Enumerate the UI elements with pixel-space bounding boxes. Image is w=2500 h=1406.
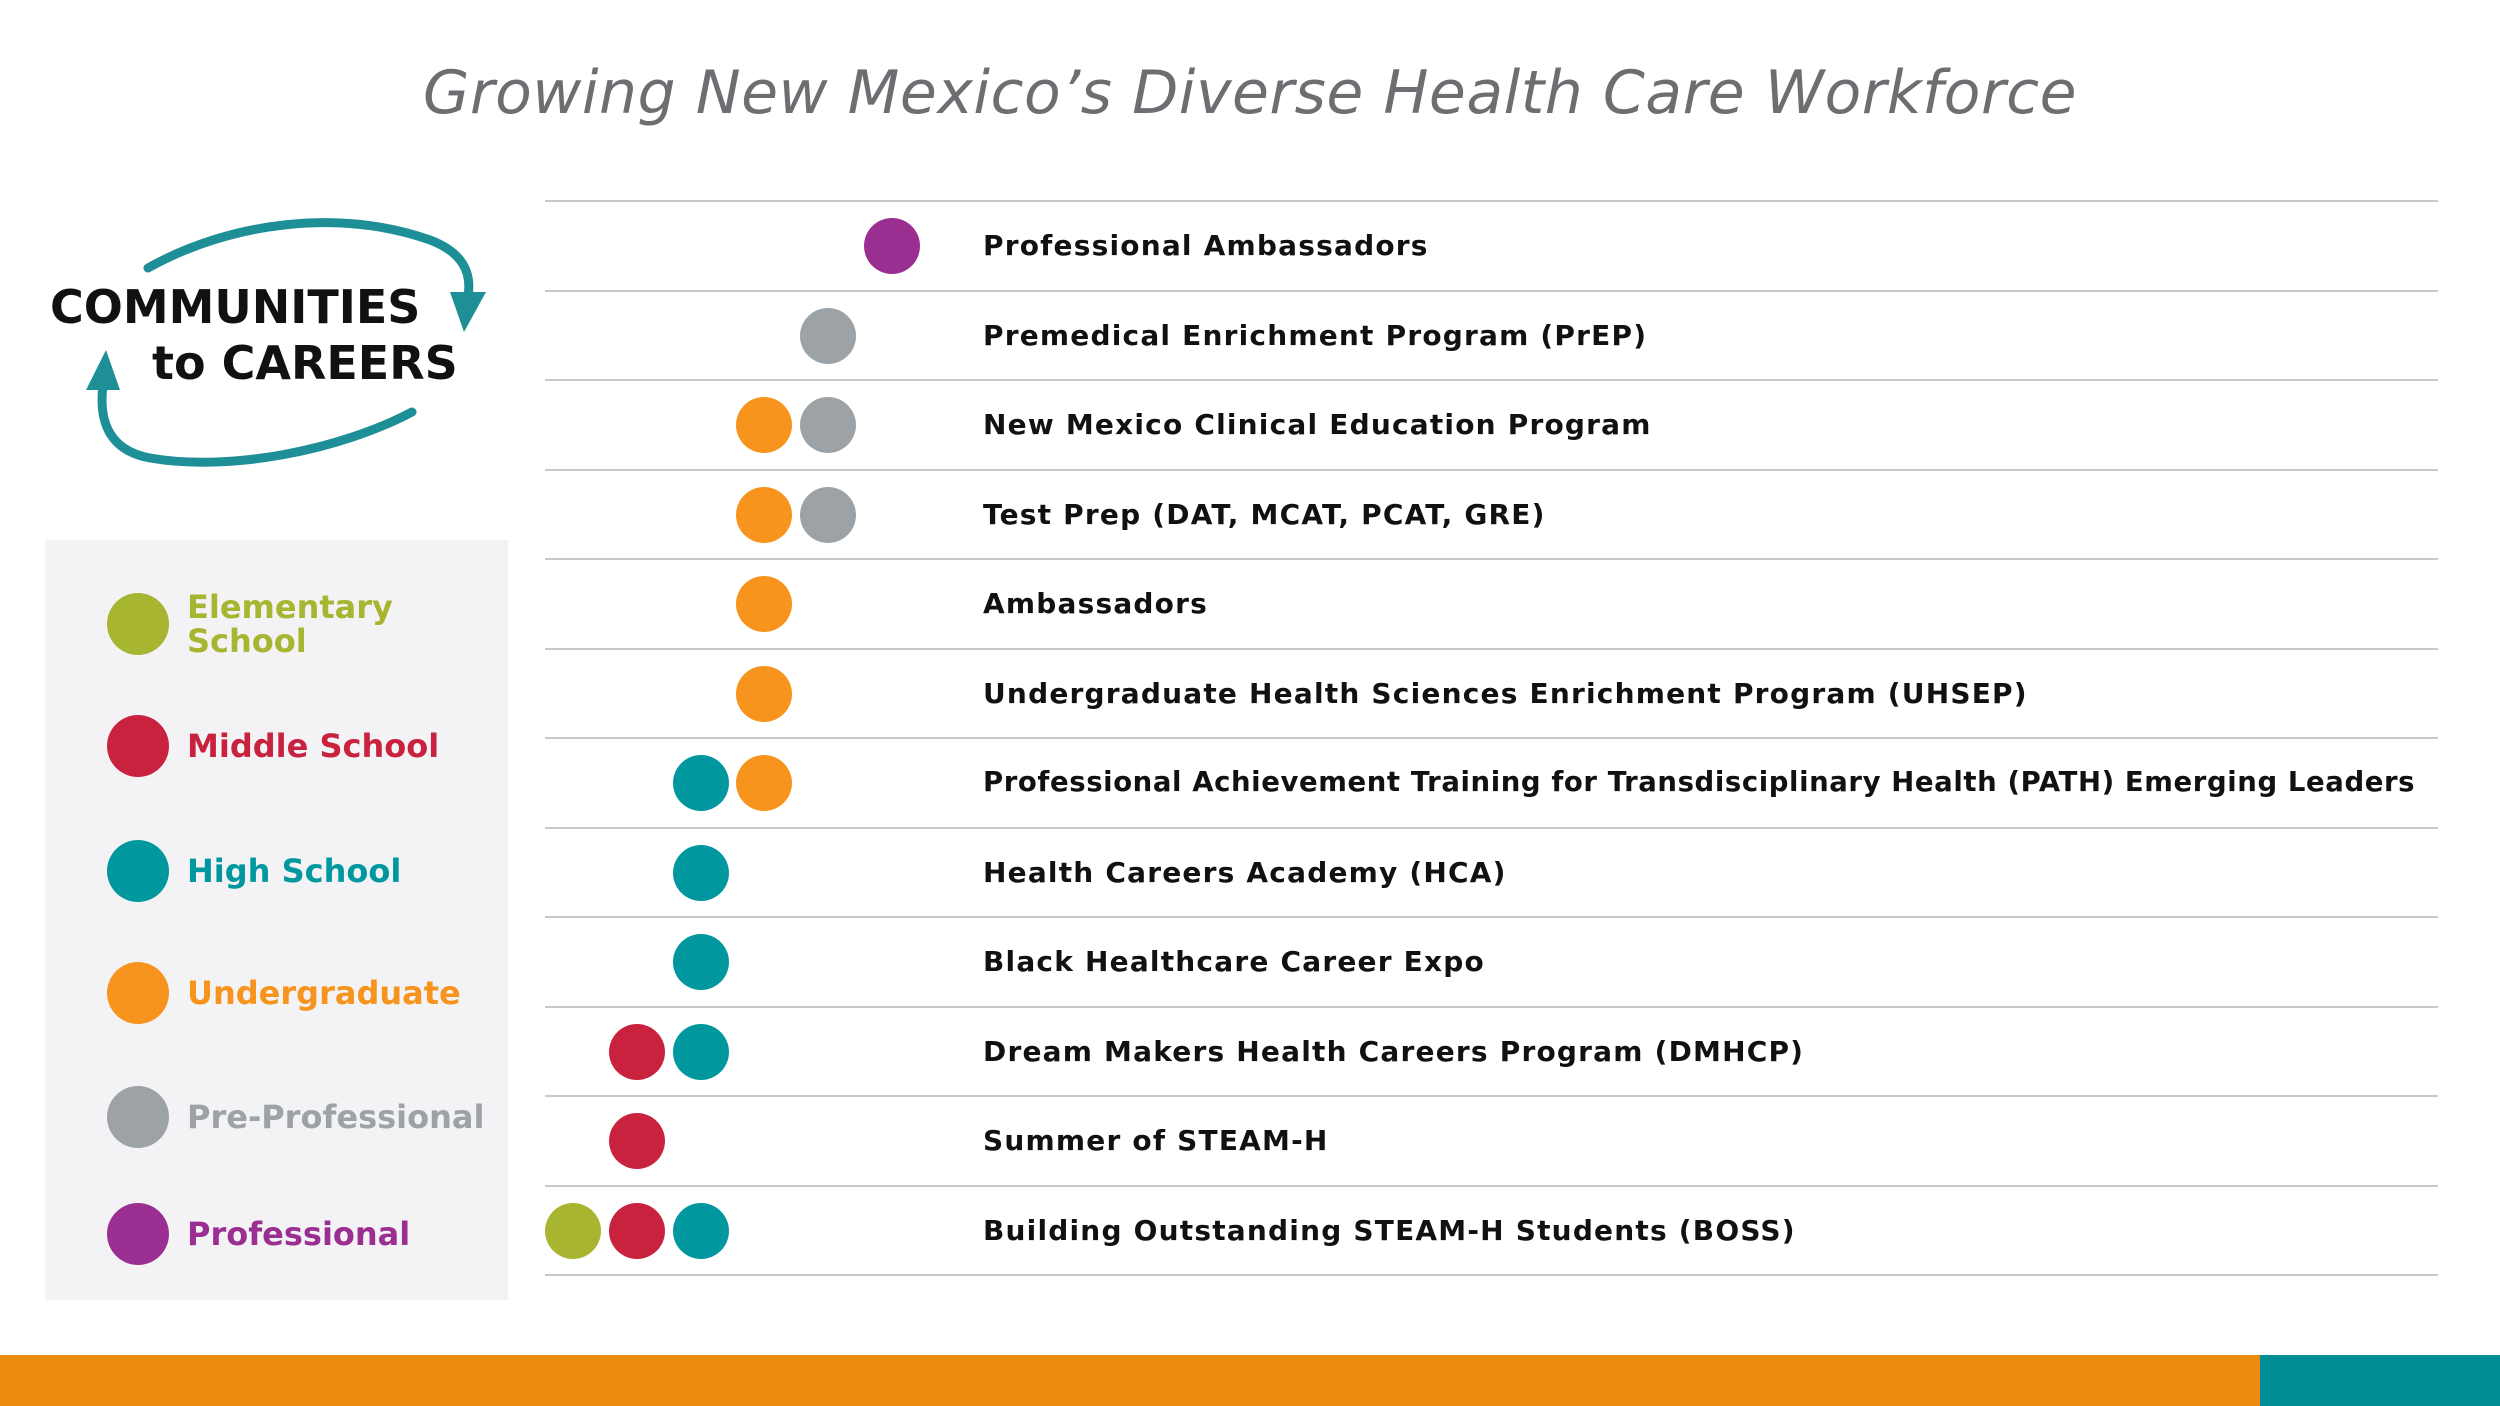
- legend-item-elementary: Elementary School: [107, 590, 507, 658]
- row-divider: [545, 200, 2438, 202]
- level-dot-preprofessional: [800, 397, 856, 453]
- program-row: Professional Ambassadors: [545, 201, 2438, 290]
- program-name: New Mexico Clinical Education Program: [983, 408, 1652, 441]
- footer-orange-bar: [0, 1355, 2260, 1406]
- program-row: Undergraduate Health Sciences Enrichment…: [545, 649, 2438, 738]
- row-divider: [545, 827, 2438, 829]
- legend-label-professional: Professional: [187, 1215, 411, 1253]
- program-row: Premedical Enrichment Program (PrEP): [545, 291, 2438, 380]
- logo-text-to-careers: to CAREERS: [152, 336, 458, 390]
- level-dot-middle: [609, 1024, 665, 1080]
- program-row: Professional Achievement Training for Tr…: [545, 738, 2438, 827]
- program-name: Ambassadors: [983, 587, 1208, 620]
- level-dot-undergraduate: [736, 666, 792, 722]
- program-name: Test Prep (DAT, MCAT, PCAT, GRE): [983, 498, 1546, 531]
- legend-label-middle: Middle School: [187, 727, 440, 765]
- level-dot-high: [673, 755, 729, 811]
- program-row: Health Careers Academy (HCA): [545, 828, 2438, 917]
- level-dot-preprofessional: [800, 308, 856, 364]
- level-dot-undergraduate: [736, 755, 792, 811]
- legend-panel: Elementary School Middle School High Schoo…: [45, 540, 508, 1300]
- legend-item-high: High School: [107, 840, 507, 902]
- row-divider: [545, 648, 2438, 650]
- row-divider: [545, 1006, 2438, 1008]
- level-dot-preprofessional: [800, 487, 856, 543]
- program-row: Summer of STEAM-H: [545, 1096, 2438, 1185]
- program-name: Building Outstanding STEAM-H Students (B…: [983, 1214, 1796, 1247]
- level-dot-professional: [864, 218, 920, 274]
- legend-item-preprofessional: Pre-Professional: [107, 1086, 507, 1148]
- level-dot-undergraduate: [736, 576, 792, 632]
- logo-text-communities: COMMUNITIES: [50, 280, 421, 334]
- level-dot-high: [673, 1203, 729, 1259]
- row-divider: [545, 1274, 2438, 1276]
- program-name: Professional Achievement Training for Tr…: [983, 766, 2416, 798]
- row-divider: [545, 1095, 2438, 1097]
- level-dot-high: [673, 1024, 729, 1080]
- row-divider: [545, 558, 2438, 560]
- legend-dot-professional: [107, 1203, 169, 1265]
- row-divider: [545, 1185, 2438, 1187]
- program-name: Professional Ambassadors: [983, 229, 1429, 262]
- level-dot-undergraduate: [736, 487, 792, 543]
- level-dot-undergraduate: [736, 397, 792, 453]
- legend-item-middle: Middle School: [107, 715, 507, 777]
- level-dot-high: [673, 934, 729, 990]
- legend-item-undergraduate: Undergraduate: [107, 962, 507, 1024]
- program-name: Premedical Enrichment Program (PrEP): [983, 319, 1648, 352]
- program-row: Black Healthcare Career Expo: [545, 917, 2438, 1006]
- program-row: Ambassadors: [545, 559, 2438, 648]
- row-divider: [545, 379, 2438, 381]
- legend-item-professional: Professional: [107, 1203, 507, 1265]
- legend-dot-high: [107, 840, 169, 902]
- program-name: Summer of STEAM-H: [983, 1124, 1329, 1157]
- program-name: Dream Makers Health Careers Program (DMH…: [983, 1035, 1805, 1068]
- program-row: Dream Makers Health Careers Program (DMH…: [545, 1007, 2438, 1096]
- level-dot-elementary: [545, 1203, 601, 1259]
- legend-dot-middle: [107, 715, 169, 777]
- legend-label-elementary: Elementary School: [187, 588, 393, 660]
- program-row: New Mexico Clinical Education Program: [545, 380, 2438, 469]
- legend-dot-elementary: [107, 593, 169, 655]
- footer-teal-bar: [2260, 1355, 2500, 1406]
- row-divider: [545, 469, 2438, 471]
- row-divider: [545, 916, 2438, 918]
- legend-label-undergraduate: Undergraduate: [187, 974, 461, 1012]
- level-dot-high: [673, 845, 729, 901]
- program-name: Health Careers Academy (HCA): [983, 856, 1507, 889]
- program-name: Black Healthcare Career Expo: [983, 945, 1485, 978]
- legend-label-preprofessional: Pre-Professional: [187, 1098, 485, 1136]
- legend-dot-preprofessional: [107, 1086, 169, 1148]
- legend-label-high: High School: [187, 852, 402, 890]
- communities-to-careers-logo: COMMUNITIES to CAREERS: [40, 200, 490, 480]
- page-title: Growing New Mexico’s Diverse Health Care…: [422, 58, 2078, 128]
- level-dot-middle: [609, 1113, 665, 1169]
- level-dot-middle: [609, 1203, 665, 1259]
- program-row: Building Outstanding STEAM-H Students (B…: [545, 1186, 2438, 1275]
- program-row: Test Prep (DAT, MCAT, PCAT, GRE): [545, 470, 2438, 559]
- circular-arrows-icon: [86, 218, 486, 467]
- row-divider: [545, 290, 2438, 292]
- legend-dot-undergraduate: [107, 962, 169, 1024]
- row-divider: [545, 737, 2438, 739]
- program-name: Undergraduate Health Sciences Enrichment…: [983, 677, 2028, 710]
